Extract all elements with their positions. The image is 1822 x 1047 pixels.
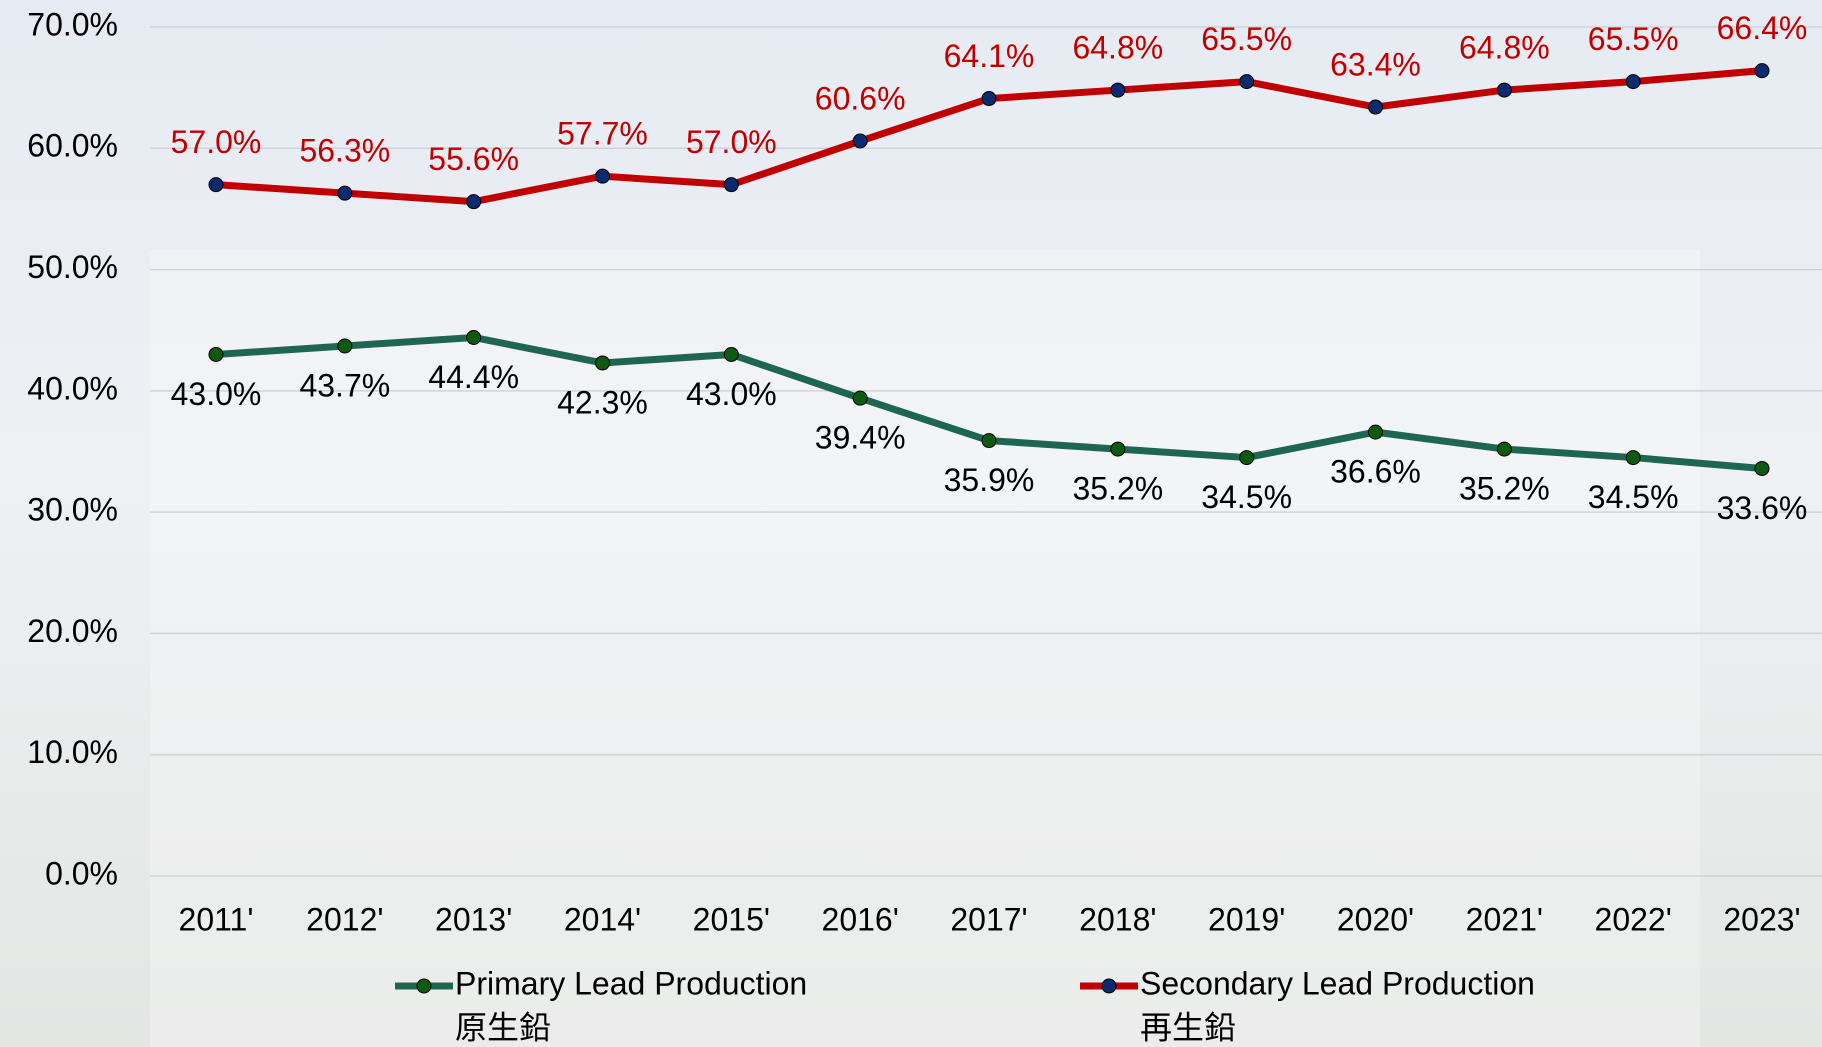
marker (595, 355, 610, 371)
data-label: 66.4% (1717, 10, 1808, 46)
marker (1625, 450, 1641, 466)
x-tick-label: 2021' (1466, 901, 1543, 937)
y-tick-label: 20.0% (27, 613, 118, 649)
x-tick-label: 2013' (435, 901, 512, 937)
x-tick-label: 2017' (950, 901, 1027, 937)
x-tick-label: 2023' (1723, 901, 1800, 937)
data-label: 35.2% (1072, 471, 1163, 507)
data-label: 36.6% (1330, 454, 1421, 490)
data-label: 65.5% (1201, 21, 1292, 57)
x-tick-label: 2020' (1337, 901, 1414, 937)
y-tick-label: 10.0% (27, 734, 118, 770)
data-label: 64.8% (1072, 30, 1163, 66)
data-label: 34.5% (1588, 479, 1679, 515)
marker (208, 177, 224, 193)
marker (466, 194, 482, 210)
data-label: 43.0% (171, 376, 262, 412)
series-line (215, 67, 1763, 206)
data-label: 64.8% (1459, 30, 1550, 66)
x-tick-label: 2015' (693, 901, 770, 937)
marker (1110, 441, 1126, 457)
marker (1754, 460, 1770, 476)
x-tick-label: 2022' (1595, 901, 1672, 937)
marker (1754, 63, 1770, 79)
marker (981, 91, 997, 107)
marker (466, 329, 482, 345)
legend-label: Primary Lead Production (455, 965, 807, 1001)
marker (1625, 74, 1641, 90)
data-label: 42.3% (557, 384, 648, 420)
data-label: 65.5% (1588, 21, 1679, 57)
data-label: 57.7% (557, 116, 648, 152)
data-label: 44.4% (428, 359, 519, 395)
marker (1239, 450, 1255, 466)
marker (337, 338, 353, 354)
data-label: 64.1% (944, 38, 1035, 74)
legend-marker (1101, 978, 1117, 994)
x-tick-label: 2019' (1208, 901, 1285, 937)
y-tick-label: 30.0% (27, 492, 118, 528)
x-tick-label: 2018' (1079, 901, 1156, 937)
marker (1368, 99, 1383, 115)
data-label: 60.6% (815, 80, 906, 116)
y-tick-label: 50.0% (27, 249, 118, 285)
data-label: 57.0% (686, 124, 777, 160)
data-label: 63.4% (1330, 47, 1421, 83)
legend-sublabel: 再生鉛 (1140, 1009, 1236, 1045)
marker (1239, 74, 1255, 90)
data-label: 43.0% (686, 376, 777, 412)
marker (723, 346, 739, 362)
data-label: 57.0% (171, 124, 262, 160)
background-photo-area (150, 250, 1700, 1047)
y-tick-label: 40.0% (27, 370, 118, 406)
y-tick-label: 60.0% (27, 128, 118, 164)
data-label: 56.3% (299, 133, 390, 169)
marker (981, 433, 997, 449)
legend-label: Secondary Lead Production (1140, 965, 1535, 1001)
marker (1368, 424, 1383, 440)
marker (723, 177, 739, 193)
x-tick-label: 2012' (306, 901, 383, 937)
data-label: 39.4% (815, 420, 906, 456)
x-tick-label: 2016' (822, 901, 899, 937)
x-tick-label: 2014' (564, 901, 641, 937)
data-label: 33.6% (1717, 490, 1808, 526)
data-label: 35.2% (1459, 471, 1550, 507)
marker (337, 185, 353, 201)
marker (208, 346, 224, 362)
x-tick-label: 2011' (179, 901, 254, 937)
marker (852, 133, 868, 149)
y-tick-label: 70.0% (27, 6, 118, 42)
marker (852, 390, 868, 406)
legend-marker (416, 978, 432, 994)
data-label: 55.6% (428, 141, 519, 177)
data-label: 43.7% (299, 367, 390, 403)
marker (595, 168, 610, 184)
y-tick-label: 0.0% (45, 855, 118, 891)
data-label: 34.5% (1201, 479, 1292, 515)
legend-sublabel: 原生鉛 (455, 1009, 551, 1045)
data-label: 35.9% (944, 462, 1035, 498)
marker (1110, 82, 1126, 98)
marker (1496, 441, 1512, 457)
marker (1496, 82, 1512, 98)
